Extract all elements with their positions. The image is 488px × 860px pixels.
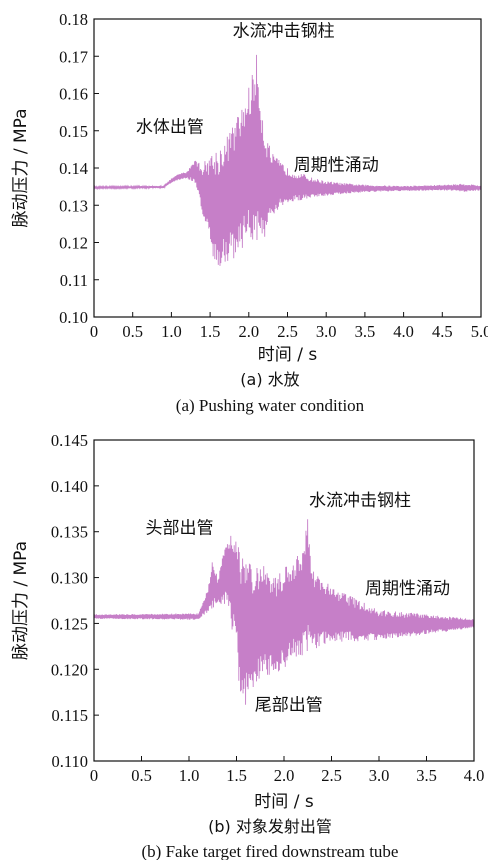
caption-chinese: (b) 对象发射出管 [208,817,332,836]
y-tick-label: 0.15 [59,122,88,141]
x-tick-label: 1.0 [179,766,200,785]
x-tick-label: 4.0 [393,322,414,341]
y-tick-label: 0.11 [60,271,88,290]
annotation-label: 水体出管 [136,118,204,138]
chart-panel-a: 0 0.5 1.0 1.5 2.0 2.5 3.0 3.5 4.0 4.5 5.0 0.10 0.11 0… [11,10,488,415]
x-tick-label: 3.0 [316,322,337,341]
x-tick-label: 1.5 [226,766,247,785]
y-tick-label: 0.145 [51,431,88,450]
x-tick-label: 1.0 [161,322,182,341]
y-tick-label: 0.10 [59,308,88,327]
y-tick-label: 0.16 [59,85,88,104]
y-tick-label: 0.12 [59,234,88,253]
y-tick-label: 0.17 [59,47,88,66]
x-tick-label: 5.0 [471,322,488,341]
x-tick-label: 0.5 [122,322,143,341]
y-tick-label: 0.115 [51,706,88,725]
y-axis-title: 脉动压力 / MPa [11,108,31,227]
x-tick-label: 2.0 [238,322,259,341]
annotation-label: 尾部出管 [255,696,323,716]
y-tick-label: 0.18 [59,10,88,29]
chart-panel-b: 0 0.5 1.0 1.5 2.0 2.5 3.0 3.5 4.0 0.110 0.115 0.120… [11,431,484,860]
x-tick-label: 3.5 [416,766,437,785]
caption-english: (a) Pushing water condition [176,396,365,415]
x-tick-label: 0 [90,766,98,785]
x-axis-title: 时间 / s [258,345,318,365]
x-axis-title: 时间 / s [254,792,314,812]
y-tick-label: 0.125 [51,614,88,633]
y-tick-label: 0.130 [51,569,88,588]
y-tick-label: 0.140 [51,477,88,496]
y-tick-label: 0.110 [51,752,88,771]
annotation-label: 水流冲击钢柱 [309,491,411,511]
x-tick-label: 4.5 [432,322,453,341]
x-tick-label: 2.0 [274,766,295,785]
pressure-series-line [93,54,482,266]
x-tick-label: 3.5 [355,322,376,341]
x-tick-label: 2.5 [277,322,298,341]
y-tick-label: 0.13 [59,196,88,215]
x-tick-label: 0 [90,322,98,341]
y-tick-label: 0.135 [51,523,88,542]
annotation-label: 周期性涌动 [365,579,450,599]
x-tick-label: 1.5 [200,322,221,341]
x-tick-label: 3.0 [369,766,390,785]
pressure-series-line [93,519,475,705]
caption-english: (b) Fake target fired downstream tube [142,842,399,860]
y-tick-label: 0.14 [59,159,88,178]
y-axis-title: 脉动压力 / MPa [11,541,31,660]
caption-chinese: (a) 水放 [240,370,299,389]
annotation-label: 水流冲击钢柱 [233,22,335,42]
x-tick-label: 2.5 [321,766,342,785]
annotation-label: 周期性涌动 [294,156,379,176]
annotation-label: 头部出管 [146,519,214,539]
y-tick-label: 0.120 [51,660,88,679]
x-tick-label: 4.0 [464,766,485,785]
plot-frame [93,18,482,318]
x-tick-label: 0.5 [131,766,152,785]
